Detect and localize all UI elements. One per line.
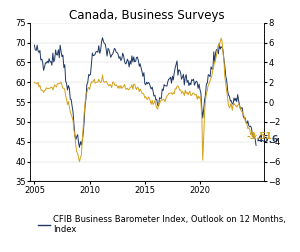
- Title: Canada, Business Surveys: Canada, Business Surveys: [69, 9, 225, 21]
- Legend: CFIB Business Barometer Index, Outlook on 12 Months,
Index: CFIB Business Barometer Index, Outlook o…: [34, 211, 290, 238]
- Text: 45.6: 45.6: [257, 135, 279, 144]
- Text: -3.51: -3.51: [246, 132, 272, 141]
